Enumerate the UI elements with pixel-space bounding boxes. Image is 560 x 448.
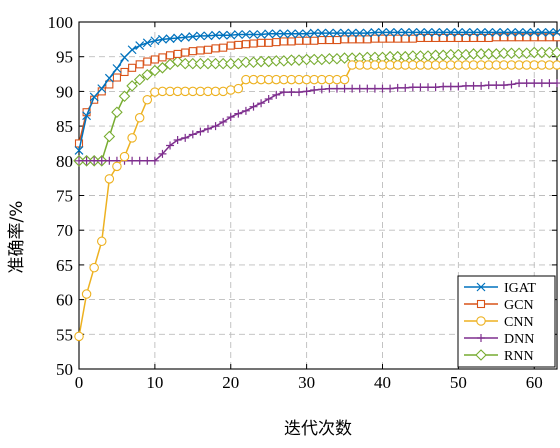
data-point-gcn <box>349 36 356 43</box>
y-tick-label: 50 <box>56 360 73 379</box>
data-point-gcn <box>311 37 318 44</box>
data-point-gcn <box>288 38 295 45</box>
data-point-gcn <box>280 38 287 45</box>
y-tick-label: 55 <box>56 325 73 344</box>
data-point-cnn <box>143 96 151 104</box>
data-point-cnn <box>98 237 106 245</box>
data-point-gcn <box>212 45 219 52</box>
data-point-gcn <box>341 36 348 43</box>
y-tick-label: 70 <box>56 221 73 240</box>
x-tick-label: 30 <box>298 373 315 392</box>
x-tick-label: 10 <box>146 373 163 392</box>
legend-marker-gcn <box>478 301 485 308</box>
data-point-cnn <box>135 114 143 122</box>
y-tick-label: 85 <box>56 117 73 136</box>
legend-label-igat: IGAT <box>504 281 536 296</box>
data-point-gcn <box>189 48 196 55</box>
data-point-gcn <box>136 61 143 68</box>
x-tick-label: 50 <box>450 373 467 392</box>
data-point-gcn <box>113 74 120 81</box>
legend-label-rnn: RNN <box>504 349 534 364</box>
data-point-cnn <box>75 332 83 340</box>
data-point-gcn <box>144 58 151 65</box>
data-point-cnn <box>553 61 560 69</box>
y-tick-label: 60 <box>56 291 73 310</box>
data-point-gcn <box>364 36 371 43</box>
data-point-gcn <box>265 39 272 46</box>
data-point-gcn <box>333 37 340 44</box>
legend-label-dnn: DNN <box>504 332 534 347</box>
data-point-cnn <box>227 86 235 94</box>
y-tick-label: 75 <box>56 187 73 206</box>
data-point-gcn <box>121 68 128 75</box>
data-point-gcn <box>197 47 204 54</box>
data-point-gcn <box>303 37 310 44</box>
x-tick-label: 0 <box>75 373 84 392</box>
data-point-cnn <box>105 175 113 183</box>
data-point-gcn <box>326 37 333 44</box>
data-point-gcn <box>220 44 227 51</box>
data-point-gcn <box>174 50 181 57</box>
data-point-cnn <box>219 87 227 95</box>
data-point-gcn <box>151 56 158 63</box>
data-point-gcn <box>356 36 363 43</box>
data-point-gcn <box>182 49 189 56</box>
data-point-gcn <box>159 54 166 61</box>
data-point-cnn <box>82 290 90 298</box>
x-axis-title: 迭代次数 <box>284 419 352 439</box>
data-point-gcn <box>167 52 174 59</box>
data-point-gcn <box>394 35 401 42</box>
y-tick-label: 95 <box>56 48 73 67</box>
y-tick-label: 65 <box>56 256 73 275</box>
y-tick-label: 90 <box>56 82 73 101</box>
data-point-cnn <box>128 134 136 142</box>
legend: IGAT GCN CNN DNN RNN <box>458 276 555 367</box>
legend-label-gcn: GCN <box>504 298 534 313</box>
data-point-gcn <box>409 35 416 42</box>
data-point-gcn <box>318 37 325 44</box>
data-point-gcn <box>387 35 394 42</box>
data-point-gcn <box>227 42 234 49</box>
y-axis-title: 准确率/% <box>7 201 27 274</box>
data-point-gcn <box>402 35 409 42</box>
data-point-gcn <box>379 35 386 42</box>
legend-label-cnn: CNN <box>504 315 534 330</box>
data-point-cnn <box>120 152 128 160</box>
data-point-gcn <box>258 39 265 46</box>
data-point-gcn <box>371 35 378 42</box>
data-point-gcn <box>204 46 211 53</box>
data-point-gcn <box>242 41 249 48</box>
data-point-gcn <box>296 37 303 44</box>
data-point-gcn <box>250 40 257 47</box>
x-tick-label: 60 <box>526 373 543 392</box>
x-tick-label: 20 <box>222 373 239 392</box>
legend-marker-cnn <box>477 317 485 325</box>
data-point-gcn <box>129 64 136 71</box>
data-point-cnn <box>90 263 98 271</box>
data-point-cnn <box>234 84 242 92</box>
data-point-gcn <box>273 39 280 46</box>
data-point-gcn <box>235 41 242 48</box>
y-tick-label: 100 <box>48 13 74 32</box>
y-tick-label: 80 <box>56 152 73 171</box>
x-tick-label: 40 <box>374 373 391 392</box>
data-point-cnn <box>113 162 121 170</box>
data-point-cnn <box>340 75 348 83</box>
